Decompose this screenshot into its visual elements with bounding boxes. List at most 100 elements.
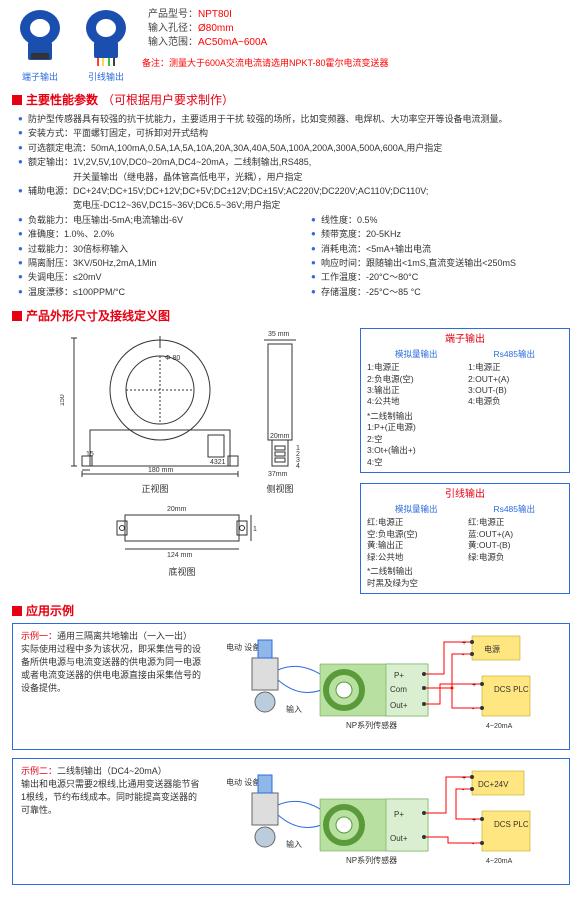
pinbox-sub-right: Rs485输出 (493, 504, 535, 515)
section-title: 主要性能参数 (26, 91, 98, 108)
svg-text:-: - (462, 787, 465, 794)
pinbox-sub-right: Rs485输出 (493, 349, 535, 360)
svg-text:+: + (462, 640, 466, 647)
spec-item: 工作温度：-20°C～80°C (311, 270, 570, 284)
pinbox-note: 4:空 (367, 457, 563, 468)
specs-top: 防护型传感器具有较强的抗干扰能力，主要适用于干扰 较强的场所，比如变频器、电焊机… (12, 112, 570, 213)
front-view-block: Φ 80 150 4321 (60, 328, 250, 495)
model-value: NPT80I (198, 9, 232, 20)
svg-text:+: + (462, 775, 466, 782)
pin-cell: 空:负电源(空) (367, 529, 462, 540)
pinbox-subhead: 模拟量输出 Rs485输出 (367, 349, 563, 360)
sensor-images: 端子输出 引线输出 (12, 8, 134, 83)
bullet-square (12, 311, 22, 321)
svg-text:+: + (472, 682, 476, 689)
svg-text:Com: Com (390, 685, 407, 694)
range-label: 输入范围： (148, 37, 198, 48)
spec-item: 温度漂移：≤100PPM/°C (18, 285, 277, 299)
pinbox-note: 1:P+(正电源) (367, 422, 563, 433)
bottom-view-caption: 底视图 (107, 565, 257, 578)
svg-text:P+: P+ (394, 671, 404, 680)
spec-item: 安装方式：平面螺钉固定，可拆卸对开式结构 (18, 126, 570, 140)
pinbox-note: 3:Ot+(输出+) (367, 445, 563, 456)
bullet-square (12, 95, 22, 105)
bottom-view-svg: 20mm 15 124 mm (107, 501, 257, 561)
spec-item: 存储温度：-25°C～85 °C (311, 285, 570, 299)
spec-item: 响应时间：跟随输出<1mS,直流变送输出<250mS (311, 256, 570, 270)
pin-grid: 红:电源正 红:电源正 空:负电源(空) 蓝:OUT+(A) 黄:输出正 黄:O… (367, 517, 563, 563)
pinbox-subhead: 模拟量输出 Rs485输出 (367, 504, 563, 515)
example-text: 示例二：二线制输出（DC4~20mA） 输出和电源只需要2根线,比通用变送器能节… (21, 765, 201, 878)
spec-item: 可选额定电流：50mA,100mA,0.5A,1A,5A,10A,20A,30A… (18, 141, 570, 155)
svg-text:电源: 电源 (484, 644, 500, 654)
bullet-square (12, 606, 22, 616)
example-title: 示例二： (21, 766, 57, 776)
pin-cell: 黄:OUT-(B) (468, 540, 563, 551)
sensor-terminal: 端子输出 (12, 8, 68, 83)
svg-text:-: - (462, 652, 465, 659)
example2-svg: 电动 设备 输入 P+ Out+ NP系列传感器 DC+24V + (211, 765, 561, 875)
pinbox-title: 引线输出 (367, 488, 563, 502)
pin-cell: 1:电源正 (468, 362, 563, 373)
spec-item: 防护型传感器具有较强的抗干扰能力，主要适用于干扰 较强的场所，比如变频器、电焊机… (18, 112, 570, 126)
dimension-views: Φ 80 150 4321 (12, 328, 352, 578)
pinbox-note-title: *二线制输出 (367, 566, 563, 577)
example-2: 示例二：二线制输出（DC4~20mA） 输出和电源只需要2根线,比通用变送器能节… (12, 758, 570, 885)
svg-text:4~20mA: 4~20mA (486, 858, 513, 865)
example-text: 示例一：通用三隔离共地输出（一入一出）实际使用过程中多为该状况，即采集信号的设备… (21, 630, 201, 743)
pin-cell: 2:OUT+(A) (468, 374, 563, 385)
svg-text:Out+: Out+ (390, 701, 408, 710)
pinbox-note: 时黑及绿为空 (367, 578, 563, 589)
spec-item: 线性度：0.5% (311, 213, 570, 227)
svg-text:4321: 4321 (210, 459, 226, 466)
svg-text:15: 15 (253, 526, 257, 533)
spec-item: 隔离耐压：3KV/50Hz,2mA,1Min (18, 256, 277, 270)
svg-text:Out+: Out+ (390, 834, 408, 843)
svg-text:DCS PLC: DCS PLC (494, 685, 529, 694)
bottom-view-block: 20mm 15 124 mm 底视图 (107, 501, 257, 578)
pin-grid: 1:电源正 1:电源正 2:负电源(空) 2:OUT+(A) 3:输出正 3:O… (367, 362, 563, 408)
spec-item: 消耗电流：<5mA+输出电流 (311, 242, 570, 256)
range-value: AC50mA~600A (198, 37, 267, 48)
product-info: 产品型号：NPT80I 输入孔径：Ø80mm 输入范围：AC50mA~600A (148, 8, 389, 50)
pin-cell: 蓝:OUT+(A) (468, 529, 563, 540)
svg-text:P+: P+ (394, 810, 404, 819)
example-diagram: 电动 设备 输入 P+ Out+ NP系列传感器 DC+24V + (211, 765, 561, 878)
section-heading-dims: 产品外形尺寸及接线定义图 (12, 307, 570, 324)
product-note: 备注：测量大于600A交流电流请选用NPKT-80霍尔电流变送器 (142, 56, 389, 69)
side-view-block: 35 mm 1 2 3 4 20mm 37mm 侧视图 (256, 328, 304, 495)
spec-item: 额定输出：1V,2V,5V,10V,DC0~20mA,DC4~20mA，二线制输… (18, 155, 570, 184)
spec-item: 过载能力：30倍标称输入 (18, 242, 277, 256)
svg-text:-: - (472, 841, 475, 848)
svg-text:NP系列传感器: NP系列传感器 (346, 720, 397, 730)
specs-right: 线性度：0.5% 频带宽度：20-5KHz 消耗电流：<5mA+输出电流 响应时… (305, 213, 570, 299)
svg-text:4~20mA: 4~20mA (486, 723, 513, 730)
example-subtitle: 二线制输出（DC4~20mA） (57, 766, 167, 776)
svg-text:+: + (472, 817, 476, 824)
sensor-terminal-icon (12, 8, 68, 68)
example-diagram: 电动 设备 输入 P+ Com Out+ NP系列传感器 (211, 630, 561, 743)
pin-cell: 2:负电源(空) (367, 374, 462, 385)
pin-cell: 4:公共地 (367, 396, 462, 407)
spec-item: 频带宽度：20-5KHz (311, 227, 570, 241)
sensor-lead-icon (78, 8, 134, 68)
svg-text:150: 150 (60, 394, 66, 406)
dimension-top-row: Φ 80 150 4321 (60, 328, 304, 495)
front-view-caption: 正视图 (60, 482, 250, 495)
svg-text:124 mm: 124 mm (167, 552, 192, 559)
pin-cell: 3:输出正 (367, 385, 462, 396)
svg-text:电动 设备: 电动 设备 (226, 642, 260, 652)
svg-text:35 mm: 35 mm (268, 331, 290, 338)
pinbox-note: 2:空 (367, 434, 563, 445)
pin-cell: 红:电源正 (367, 517, 462, 528)
svg-text:输入: 输入 (286, 704, 302, 714)
pin-cell: 1:电源正 (367, 362, 462, 373)
spec-item: 失调电压：≤20mV (18, 270, 277, 284)
example-title: 示例一： (21, 631, 57, 641)
section-subtitle: （可根据用户要求制作） (102, 91, 234, 108)
svg-text:37mm: 37mm (268, 471, 288, 478)
sensor-terminal-caption: 端子输出 (22, 70, 58, 83)
model-label: 产品型号： (148, 9, 198, 20)
spec-item: 辅助电源：DC+24V;DC+15V;DC+12V;DC+5V;DC±12V;D… (18, 184, 570, 213)
side-view-svg: 35 mm 1 2 3 4 20mm 37mm (256, 328, 304, 478)
